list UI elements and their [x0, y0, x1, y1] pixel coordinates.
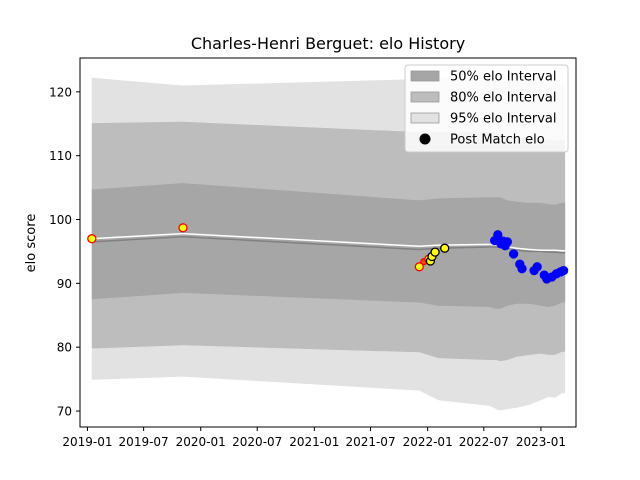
legend: 50% elo Interval 80% elo Interval 95% elo … [404, 64, 569, 153]
post-match-point [517, 264, 527, 274]
x-tick-label: 2019-01 [62, 435, 112, 449]
x-tick-label: 2022-01 [403, 435, 453, 449]
y-tick-label: 70 [57, 405, 72, 419]
post-match-point [558, 265, 569, 276]
plot-frame [79, 57, 577, 428]
x-tick-label: 2019-07 [119, 435, 169, 449]
legend-label: 50% elo Interval [450, 70, 557, 85]
y-axis: 70 80 90 100 110 120 [49, 85, 80, 419]
post-match-point [87, 234, 97, 244]
y-tick-label: 80 [57, 341, 72, 355]
post-match-point [440, 243, 450, 253]
legend-marker-post-match [419, 133, 431, 145]
x-tick-label: 2023-01 [516, 435, 566, 449]
post-match-point [508, 249, 519, 259]
legend-label: Post Match elo [450, 133, 545, 148]
x-tick-label: 2020-01 [176, 435, 226, 449]
legend-swatch-band80 [410, 91, 440, 103]
y-tick-label: 120 [49, 85, 72, 99]
post-match-point [178, 223, 188, 233]
y-tick-label: 90 [57, 277, 72, 291]
legend-label: 95% elo Interval [450, 112, 557, 127]
x-tick-label: 2021-01 [289, 435, 339, 449]
post-match-point [430, 247, 440, 257]
y-axis-label: elo score [24, 214, 39, 273]
post-match-point [414, 262, 424, 272]
x-tick-label: 2021-07 [345, 435, 395, 449]
post-match-point [532, 262, 542, 272]
band-50 [91, 183, 566, 309]
post-match-point [502, 237, 513, 247]
post-match-points [87, 223, 569, 284]
y-tick-label: 100 [49, 213, 72, 227]
legend-box [404, 64, 569, 153]
legend-swatch-band50 [410, 70, 440, 82]
x-axis: 2019-01 2019-07 2020-01 2020-07 2021-01 2021-… [62, 427, 566, 449]
legend-label: 80% elo Interval [450, 91, 557, 106]
y-tick-label: 110 [49, 149, 72, 163]
x-tick-label: 2022-07 [459, 435, 509, 449]
legend-swatch-band95 [410, 112, 440, 124]
post-match-point [493, 230, 503, 240]
x-tick-label: 2020-07 [232, 435, 282, 449]
chart-title: Charles-Henri Berguet: elo History [191, 34, 465, 53]
